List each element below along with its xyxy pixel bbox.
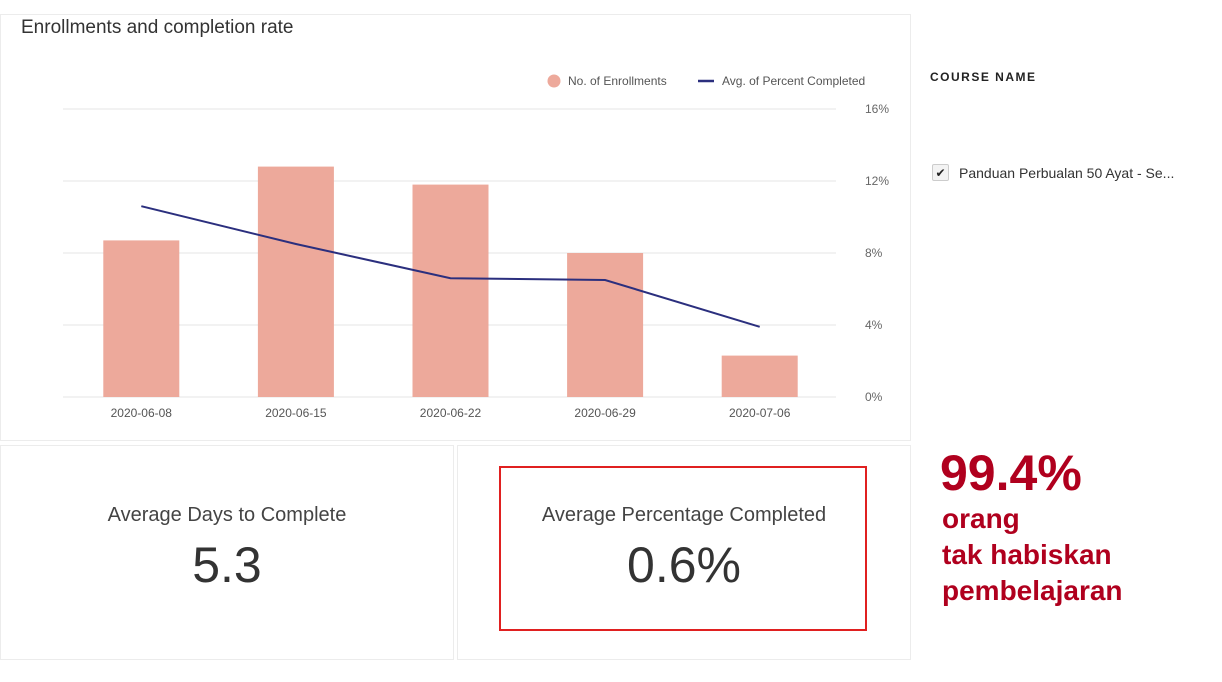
chart-title: Enrollments and completion rate: [21, 17, 294, 38]
y-tick-label: 0%: [865, 390, 883, 404]
y-tick-label: 12%: [865, 174, 889, 188]
x-tick-label: 2020-06-08: [111, 406, 173, 420]
checkbox-checked-icon[interactable]: ✔: [932, 164, 949, 181]
bar: [721, 355, 798, 397]
x-tick-label: 2020-06-29: [574, 406, 636, 420]
card-value: 0.6%: [627, 537, 741, 593]
annotation-line: orang: [942, 503, 1020, 534]
legend-label: Avg. of Percent Completed: [722, 74, 865, 88]
annotation-line: pembelajaran: [942, 575, 1123, 606]
filter-item-course[interactable]: ✔ Panduan Perbualan 50 Ayat - Se...: [932, 164, 1174, 181]
x-tick-label: 2020-06-15: [265, 406, 327, 420]
x-tick-label: 2020-06-22: [420, 406, 482, 420]
course-filter: COURSE NAME ✔ Panduan Perbualan 50 Ayat …: [912, 0, 1222, 682]
legend-label: No. of Enrollments: [568, 74, 667, 88]
y-tick-label: 4%: [865, 318, 883, 332]
filter-item-label: Panduan Perbualan 50 Ayat - Se...: [959, 164, 1175, 181]
annotation-line: tak habiskan: [942, 539, 1112, 570]
legend-dot-enrollments: [547, 74, 561, 88]
card-value: 5.3: [192, 537, 262, 593]
avg-percentage-card: Average Percentage Completed 0.6%: [457, 445, 911, 660]
annotation: 99.4% orang tak habiskan pembelajaran: [940, 445, 1123, 609]
card-label: Average Days to Complete: [107, 504, 347, 526]
chart-panel: 0% 4% 8% 12% 16% 2020-06-08 2020-06-15 2020-06-…: [0, 14, 911, 441]
avg-days-card: Average Days to Complete 5.3: [0, 445, 454, 660]
combo-chart: 0% 4% 8% 12% 16% 2020-06-08 2020-06-15 2020-06-…: [63, 74, 889, 420]
x-tick-label: 2020-07-06: [729, 406, 791, 420]
highlight-box: [499, 466, 867, 631]
annotation-headline: 99.4%: [940, 445, 1082, 501]
bar: [103, 240, 180, 397]
filter-title: COURSE NAME: [930, 70, 1037, 84]
bar: [567, 253, 644, 397]
y-tick-label: 16%: [865, 102, 889, 116]
bar: [257, 166, 334, 397]
bar: [412, 184, 489, 397]
y-tick-label: 8%: [865, 246, 883, 260]
card-label: Average Percentage Completed: [541, 504, 827, 526]
